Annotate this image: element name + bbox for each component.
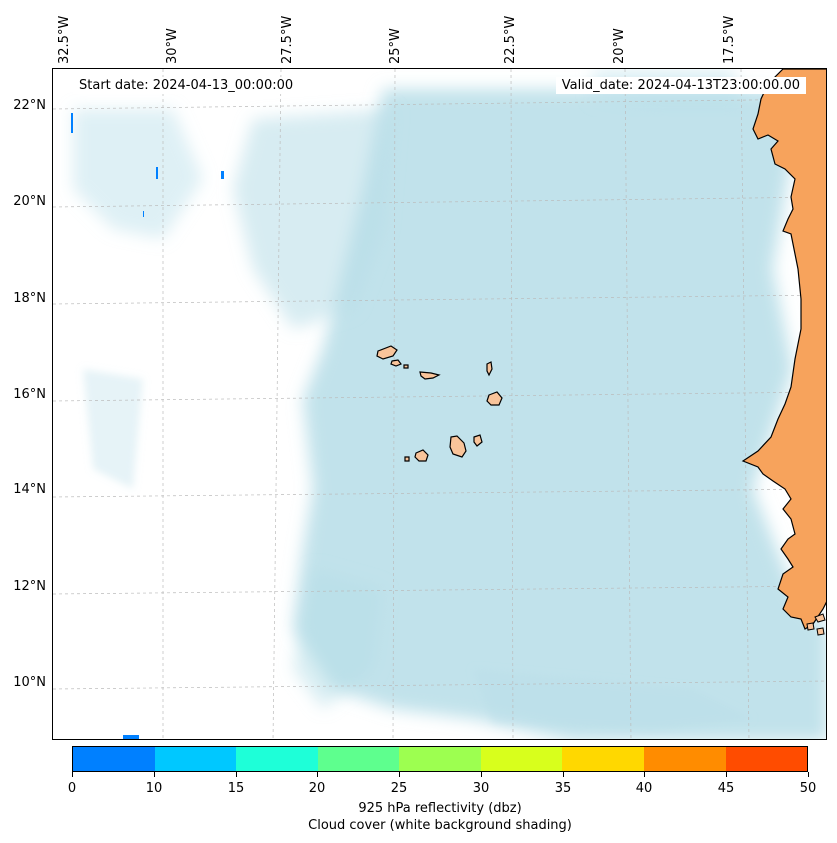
longitude-label: 20°W bbox=[612, 28, 627, 64]
island-sal bbox=[486, 361, 493, 377]
graticule bbox=[53, 69, 826, 739]
longitude-label: 32.5°W bbox=[57, 15, 72, 64]
latitude-label: 14°N bbox=[13, 482, 46, 497]
colorbar-segment bbox=[236, 747, 318, 771]
colorbar bbox=[72, 746, 808, 772]
reflectivity-specks bbox=[71, 113, 224, 739]
colorbar-segment bbox=[725, 747, 808, 771]
colorbar-tick-label: 50 bbox=[799, 781, 817, 796]
cloud-cover-shading bbox=[73, 69, 826, 739]
latitude-label: 18°N bbox=[13, 291, 46, 306]
colorbar-tick-label: 35 bbox=[554, 781, 572, 796]
latitude-label: 10°N bbox=[13, 675, 46, 690]
latitude-label: 12°N bbox=[13, 579, 46, 594]
colorbar-tickmark bbox=[563, 772, 564, 777]
island-santo-antao bbox=[376, 345, 398, 360]
colorbar-segment bbox=[73, 747, 155, 771]
longitude-label: 27.5°W bbox=[280, 15, 295, 64]
colorbar-tick-label: 30 bbox=[472, 781, 490, 796]
colorbar-tickmark bbox=[644, 772, 645, 777]
colorbar-tick-label: 0 bbox=[67, 781, 77, 796]
colorbar-tick-label: 25 bbox=[390, 781, 408, 796]
colorbar-tick-label: 20 bbox=[308, 781, 326, 796]
start-date-label: Start date: 2024-04-13_00:00:00 bbox=[73, 77, 300, 94]
colorbar-tickmark bbox=[236, 772, 237, 777]
colorbar-segment bbox=[562, 747, 644, 771]
colorbar-segment bbox=[643, 747, 726, 771]
reflectivity-speck bbox=[156, 167, 158, 179]
colorbar-segment bbox=[480, 747, 563, 771]
island-santa-luzia bbox=[403, 364, 409, 369]
bissagos-islands bbox=[806, 613, 826, 636]
island-brava bbox=[404, 456, 410, 462]
colorbar-label: 925 hPa reflectivity (dbz) bbox=[358, 801, 522, 816]
reflectivity-speck bbox=[143, 211, 144, 217]
longitude-label: 30°W bbox=[165, 28, 180, 64]
colorbar-tickmark bbox=[481, 772, 482, 777]
longitude-label: 25°W bbox=[388, 28, 403, 64]
island-fogo bbox=[414, 449, 429, 462]
colorbar-segment bbox=[317, 747, 400, 771]
island-sao-vicente bbox=[390, 359, 402, 367]
island-boa-vista bbox=[486, 391, 503, 406]
valid-date-label: Valid_date: 2024-04-13T23:00:00.00 bbox=[555, 77, 806, 94]
colorbar-tickmark bbox=[726, 772, 727, 777]
map-canvas bbox=[53, 69, 826, 739]
africa-mainland bbox=[741, 69, 826, 630]
map-panel: Start date: 2024-04-13_00:00:00 Valid_da… bbox=[52, 68, 827, 740]
latitude-label: 22°N bbox=[13, 98, 46, 113]
latitude-label: 16°N bbox=[13, 387, 46, 402]
cape-verde-islands bbox=[376, 345, 503, 462]
colorbar-tickmark bbox=[399, 772, 400, 777]
colorbar-tickmark bbox=[808, 772, 809, 777]
longitude-label: 22.5°W bbox=[503, 15, 518, 64]
latitude-label: 20°N bbox=[13, 194, 46, 209]
colorbar-tick-label: 45 bbox=[717, 781, 735, 796]
island-sao-nicolau bbox=[419, 371, 441, 380]
colorbar-segment bbox=[154, 747, 237, 771]
reflectivity-speck bbox=[123, 735, 139, 739]
island-santiago bbox=[449, 435, 467, 458]
island-maio bbox=[473, 434, 483, 447]
colorbar-segment bbox=[399, 747, 481, 771]
colorbar-tick-label: 15 bbox=[227, 781, 245, 796]
colorbar-tickmark bbox=[317, 772, 318, 777]
colorbar-tickmark bbox=[154, 772, 155, 777]
colorbar-tick-label: 40 bbox=[635, 781, 653, 796]
colorbar-tick-label: 10 bbox=[145, 781, 163, 796]
reflectivity-speck bbox=[71, 113, 73, 133]
longitude-label: 17.5°W bbox=[722, 15, 737, 64]
colorbar-sublabel: Cloud cover (white background shading) bbox=[308, 818, 572, 833]
reflectivity-speck bbox=[221, 171, 224, 179]
colorbar-tickmark bbox=[72, 772, 73, 777]
